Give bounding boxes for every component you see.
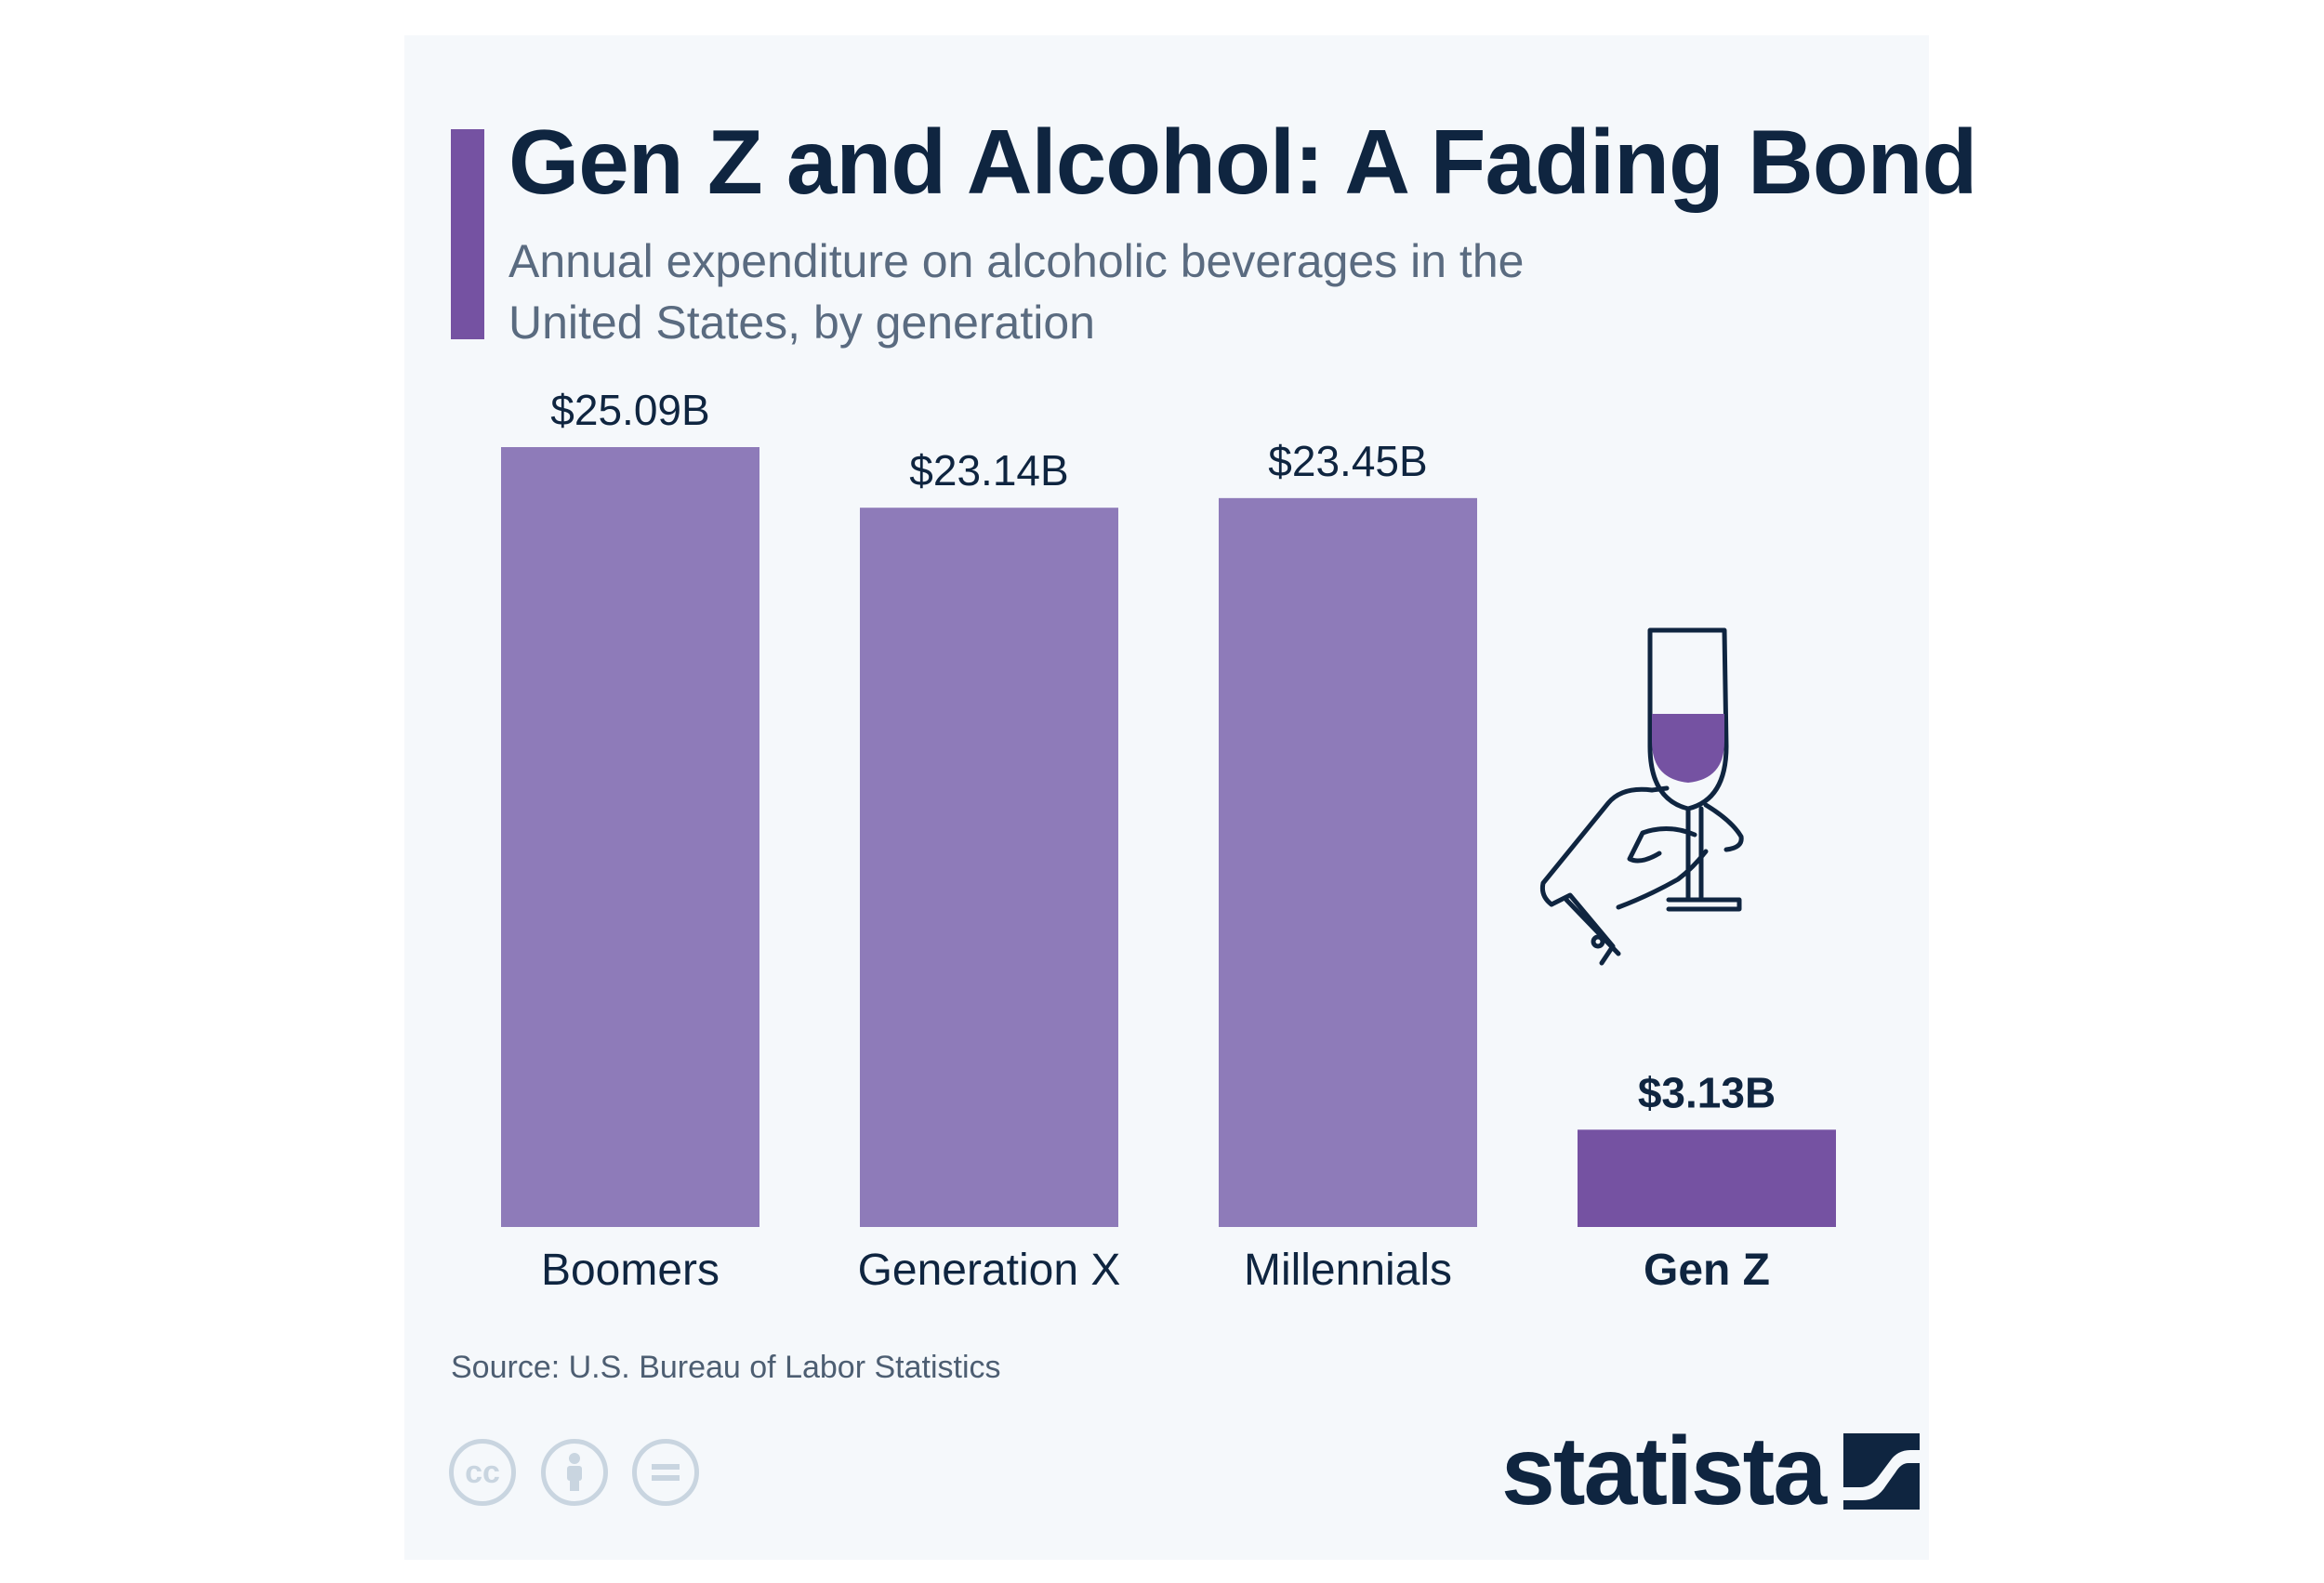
bar-gen-z <box>1578 1129 1836 1227</box>
statista-logo-icon <box>1843 1433 1921 1510</box>
category-label-gen-z: Gen Z <box>1644 1246 1770 1295</box>
bar-chart: $25.09B Boomers $23.14B Generation X $23.45B… <box>501 386 1836 1295</box>
title-accent-bar <box>451 129 484 339</box>
attribution-icon[interactable] <box>541 1439 608 1506</box>
bar-millennials <box>1219 497 1477 1227</box>
source-note: Source: U.S. Bureau of Labor Statistics <box>451 1350 1001 1385</box>
chart-title: Gen Z and Alcohol: A Fading Bond <box>508 111 1977 213</box>
category-label-generation-x: Generation X <box>858 1246 1121 1295</box>
statista-logo[interactable]: statista <box>1501 1418 1921 1525</box>
data-label-millennials: $23.45B <box>1268 437 1427 485</box>
infographic-card: Gen Z and Alcohol: A Fading Bond Annual … <box>404 35 1977 1560</box>
data-label-generation-x: $23.14B <box>909 446 1068 495</box>
wine-glass-hand-icon <box>1539 627 1744 966</box>
cc-icon[interactable]: cc <box>449 1439 516 1506</box>
chart-subtitle: Annual expenditure on alcoholic beverage… <box>508 235 1525 349</box>
no-derivatives-icon[interactable] <box>632 1439 699 1506</box>
bar-boomers <box>501 447 759 1227</box>
category-label-millennials: Millennials <box>1244 1246 1452 1295</box>
category-label-boomers: Boomers <box>541 1246 720 1295</box>
data-label-gen-z: $3.13B <box>1638 1068 1776 1116</box>
brand-wordmark: statista <box>1501 1418 1827 1525</box>
bar-generation-x <box>860 508 1118 1227</box>
data-label-boomers: $25.09B <box>550 386 709 434</box>
